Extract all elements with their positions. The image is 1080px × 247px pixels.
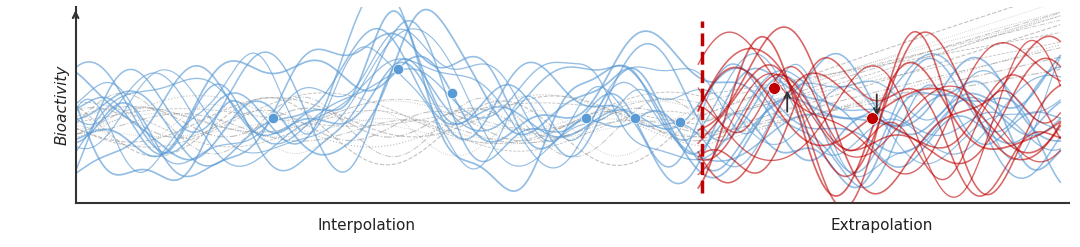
- Text: Interpolation: Interpolation: [318, 218, 416, 233]
- Y-axis label: Bioactivity: Bioactivity: [55, 65, 70, 145]
- Text: Extrapolation: Extrapolation: [831, 218, 932, 233]
